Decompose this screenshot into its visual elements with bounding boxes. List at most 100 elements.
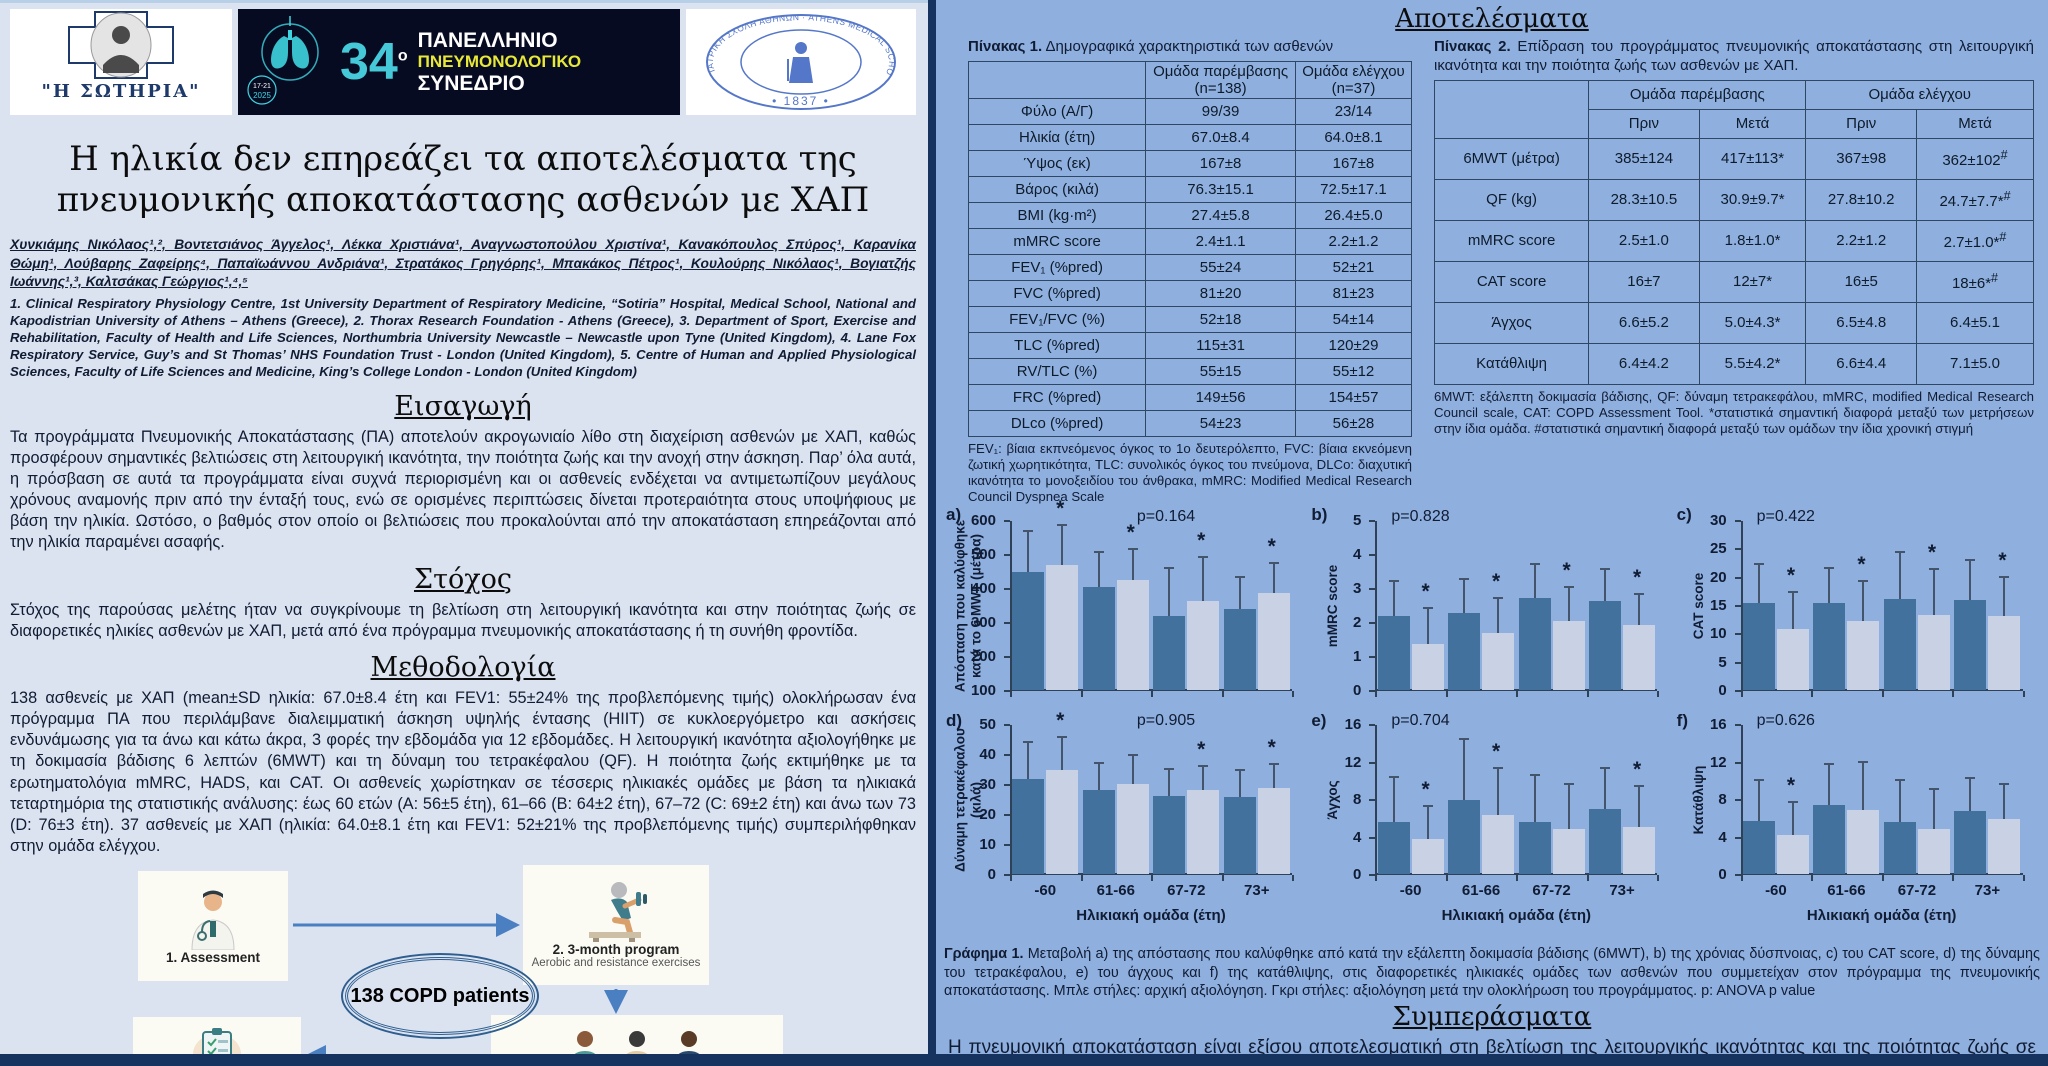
y-tick-mark	[1734, 576, 1741, 579]
y-tick-mark	[1369, 761, 1376, 764]
y-tick-mark	[1369, 622, 1376, 625]
congress-line2: ΠΝΕΥΜΟΝΟΛΟΓΙΚΟ	[417, 52, 582, 72]
row-label: Άγχος	[1433, 301, 1590, 344]
y-tick-label: 15	[1709, 597, 1727, 615]
column-header: Ομάδα ελέγχου (n=37)	[1294, 60, 1413, 99]
corner-cell	[1433, 79, 1590, 139]
bar	[1223, 797, 1256, 875]
p-value-label: p=0.626	[1756, 712, 1815, 730]
row-label: FVC (%pred)	[967, 279, 1147, 307]
y-tick-mark	[1734, 761, 1741, 764]
table2-caption: Πίνακας 2. Επίδραση του προγράμματος πνε…	[1434, 38, 2034, 76]
sub-header: Πριν	[1588, 108, 1700, 139]
error-bar	[1061, 737, 1064, 771]
step-label: 2. 3-month program	[552, 942, 680, 958]
error-bar-cap	[1493, 767, 1504, 770]
x-tick-label: -60	[1399, 882, 1422, 900]
y-tick-mark	[1004, 814, 1010, 817]
bar	[1411, 838, 1444, 875]
error-bar-cap	[1824, 566, 1835, 569]
error-bar-cap	[1198, 764, 1209, 767]
error-bar	[1426, 805, 1429, 839]
step-label: 1. Assessment	[165, 949, 261, 965]
y-tick-label: 25	[1709, 540, 1727, 558]
table-row: FVC (%pred) 81±20 81±23	[967, 279, 1413, 307]
error-bar-cap	[1268, 561, 1279, 564]
tables-row: Πίνακας 1. Δημογραφικά χαρακτηριστικά τω…	[944, 38, 2040, 505]
table-cell: 6.4±4.2	[1588, 342, 1700, 385]
y-tick-label: 10	[1709, 625, 1727, 643]
table-cell: 81±20	[1145, 279, 1296, 307]
error-bar-cap	[1965, 776, 1976, 779]
bar	[1742, 820, 1775, 875]
conclusions-text: Η πνευμονική αποκατάσταση είναι εξίσου α…	[948, 1037, 2036, 1054]
author-list: Χυνκιάμης Νικόλαος¹,², Βοντετσιάνος Άγγε…	[10, 236, 916, 290]
row-label: Βάρος (κιλά)	[967, 175, 1147, 203]
bar	[1589, 601, 1622, 691]
row-label: QF (kg)	[1433, 178, 1590, 221]
bar	[1552, 829, 1585, 875]
bar	[1223, 608, 1256, 691]
bar	[1589, 808, 1622, 875]
error-bar-cap	[1459, 577, 1470, 580]
significance-asterisk: *	[1421, 579, 1430, 603]
error-bar-cap	[1999, 576, 2010, 579]
table-cell: 120±29	[1294, 331, 1413, 359]
chart-e: e) Άγχος 0 4 8 12 16 p=0.704 * -60 * 61-66 67-72 * 73+…	[1309, 711, 1674, 943]
error-bar	[1097, 762, 1100, 790]
error-bar	[1533, 563, 1536, 598]
bar	[1482, 633, 1515, 691]
y-tick-mark	[1734, 661, 1741, 664]
y-tick-mark	[1004, 656, 1010, 659]
y-tick-label: 20	[979, 806, 996, 824]
flowchart-arrows	[293, 913, 628, 1054]
y-tick-mark	[1734, 633, 1741, 636]
error-bar	[1604, 568, 1607, 602]
y-tick-label: 4	[1352, 828, 1362, 846]
table-cell: 149±56	[1145, 383, 1296, 411]
table-cell: 367±98	[1805, 137, 1917, 180]
x-tick-mark	[1445, 691, 1448, 698]
y-tick-label: 40	[979, 746, 996, 764]
y-tick-label: 16	[1709, 716, 1727, 734]
significance-asterisk: *	[1491, 569, 1501, 593]
error-bar-cap	[1057, 524, 1068, 527]
bar	[1954, 811, 1987, 875]
table-cell: 56±28	[1294, 409, 1413, 437]
y-tick-label: 10	[979, 836, 996, 854]
table-cell: 72.5±17.1	[1294, 175, 1413, 203]
table-cell: 54±14	[1294, 305, 1413, 333]
row-label: mMRC score	[1433, 219, 1590, 262]
table-row: TLC (%pred) 115±31 120±29	[967, 331, 1413, 359]
table-cell: 417±113*	[1698, 137, 1807, 180]
bar	[1082, 789, 1115, 875]
table-cell: 27.8±10.2	[1805, 178, 1917, 221]
bar	[1257, 593, 1290, 691]
error-bar	[1272, 764, 1275, 789]
column-header: Ομάδα παρέμβασης (n=138)	[1145, 60, 1296, 99]
table-row: FEV₁ (%pred) 55±24 52±21	[967, 253, 1413, 281]
y-tick-label: 0	[1352, 866, 1362, 884]
table-cell: 67.0±8.4	[1145, 123, 1296, 151]
table-cell: 18±6*#	[1915, 260, 2035, 303]
error-bar-cap	[1858, 760, 1869, 763]
table1-caption-text: Δημογραφικά χαρακτηριστικά των ασθενών	[1042, 38, 1334, 55]
bar	[1883, 598, 1916, 691]
table-row: Ηλικία (έτη) 67.0±8.4 64.0±8.1	[967, 123, 1413, 151]
table-cell: 6.6±5.2	[1588, 301, 1700, 344]
bar	[1847, 621, 1880, 691]
error-bar-cap	[1234, 769, 1245, 772]
table-row: CAT score 16±7 12±7* 16±5 18±6*#	[1433, 260, 2035, 303]
charts-row-bottom: d) Δύναμη τετρακέφαλου (κιλά) 0 10 20 30 40 50 p…	[944, 709, 2040, 943]
x-tick-label: 67-72	[1167, 882, 1206, 900]
table-cell: 154±57	[1294, 383, 1413, 411]
significance-asterisk: *	[1421, 777, 1430, 801]
bar	[1742, 603, 1775, 691]
bar	[1153, 795, 1186, 875]
error-bar	[1638, 594, 1641, 625]
y-tick-label: 4	[1718, 828, 1727, 846]
panel-letter: c)	[1676, 505, 1692, 525]
x-tick-label: 73+	[1244, 882, 1270, 900]
sotiria-cross-portrait-icon	[68, 11, 174, 79]
significance-asterisk: *	[1927, 541, 1936, 565]
